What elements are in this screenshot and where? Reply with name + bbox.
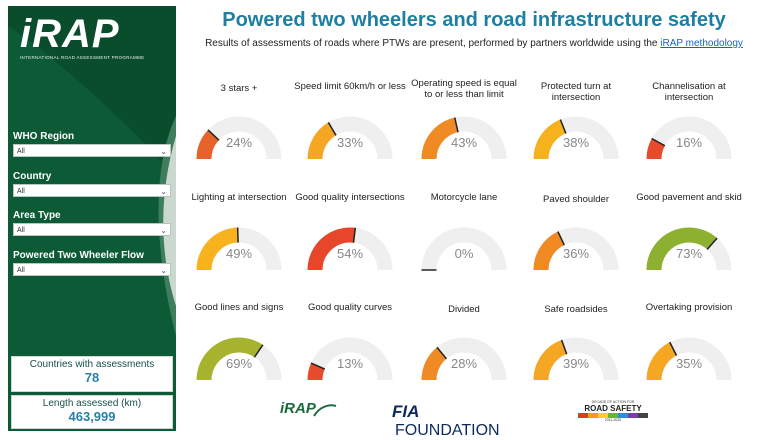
footer-irap-logo-text: iRAP [280, 400, 316, 417]
gauge-label: Good quality curves [294, 302, 406, 313]
subtitle-text: Results of assessments of roads where PT… [205, 38, 657, 49]
select-value: All [17, 267, 25, 274]
gauge-value: 35% [633, 356, 745, 371]
gauge-value: 0% [408, 246, 520, 261]
gauge-card: Protected turn at intersection 38% [520, 75, 632, 187]
country-select[interactable]: All ⌄ [13, 184, 171, 197]
filter-country: Country All ⌄ [13, 170, 171, 197]
irap-logo-subtitle: INTERNATIONAL ROAD ASSESSMENT PROGRAMME [20, 55, 144, 60]
kpi-countries-card: Countries with assessments 78 [11, 356, 173, 392]
gauge-label: Good quality intersections [294, 192, 406, 203]
gauge-card: 3 stars + 24% [183, 75, 295, 187]
gauge-card: Channelisation at intersection 16% [633, 75, 745, 187]
irap-logo: iRAP INTERNATIONAL ROAD ASSESSMENT PROGR… [20, 14, 144, 60]
gauge-card: Paved shoulder 36% [520, 186, 632, 298]
gauge-card: Good quality curves 13% [294, 296, 406, 408]
gauge-card: Good lines and signs 69% [183, 296, 295, 408]
gauge-value: 49% [183, 246, 295, 261]
decade-main-text: ROAD SAFETY [578, 404, 648, 413]
fia-foundation-text: FOUNDATION [395, 422, 500, 439]
gauge-value: 13% [294, 356, 406, 371]
gauge-value: 54% [294, 246, 406, 261]
gauge-label: 3 stars + [183, 83, 295, 94]
gauge-card: Motorcycle lane 0% [408, 186, 520, 298]
gauge-label: Overtaking provision [633, 302, 745, 313]
gauge-label: Divided [408, 304, 520, 315]
gauge-value: 16% [633, 135, 745, 150]
kpi-value: 78 [12, 370, 172, 385]
gauge-label: Protected turn at intersection [520, 81, 632, 103]
gauge-label: Channelisation at intersection [633, 81, 745, 103]
footer-irap-logo: iRAP [280, 400, 340, 424]
gauge-value: 39% [520, 356, 632, 371]
gauge-label: Speed limit 60km/h or less [294, 81, 406, 92]
gauge-label: Operating speed is equal to or less than… [408, 78, 520, 100]
gauge-card: Operating speed is equal to or less than… [408, 75, 520, 187]
who-region-select[interactable]: All ⌄ [13, 144, 171, 157]
filter-sidebar: iRAP INTERNATIONAL ROAD ASSESSMENT PROGR… [8, 6, 176, 431]
filter-ptw-flow: Powered Two Wheeler Flow All ⌄ [13, 249, 171, 276]
gauge-card: Overtaking provision 35% [633, 296, 745, 408]
area-type-select[interactable]: All ⌄ [13, 223, 171, 236]
filter-label: Area Type [13, 209, 171, 223]
fia-mark: FIA [392, 402, 419, 421]
gauge-card: Safe roadsides 39% [520, 296, 632, 408]
select-value: All [17, 148, 25, 155]
irap-logo-text: iRAP [20, 14, 144, 54]
gauge-card: Speed limit 60km/h or less 33% [294, 75, 406, 187]
gauge-value: 38% [520, 135, 632, 150]
page-title: Powered two wheelers and road infrastruc… [180, 9, 768, 32]
chevron-down-icon: ⌄ [160, 145, 167, 158]
filter-label: WHO Region [13, 130, 171, 144]
ptw-flow-select[interactable]: All ⌄ [13, 263, 171, 276]
gauge-label: Paved shoulder [520, 194, 632, 205]
gauge-value: 43% [408, 135, 520, 150]
gauge-label: Good lines and signs [183, 302, 295, 313]
gauge-card: Good pavement and skid 73% [633, 186, 745, 298]
filter-label: Country [13, 170, 171, 184]
footer-fia-foundation-logo: FIA FOUNDATION [392, 402, 527, 424]
gauge-label: Lighting at intersection [183, 192, 295, 203]
chevron-down-icon: ⌄ [160, 224, 167, 237]
gauge-card: Divided 28% [408, 296, 520, 408]
gauge-value: 69% [183, 356, 295, 371]
page-subtitle: Results of assessments of roads where PT… [180, 38, 768, 49]
chevron-down-icon: ⌄ [160, 264, 167, 277]
gauge-value: 24% [183, 135, 295, 150]
filter-who-region: WHO Region All ⌄ [13, 130, 171, 157]
kpi-label: Countries with assessments [12, 359, 172, 370]
gauge-label: Motorcycle lane [408, 192, 520, 203]
irap-swoosh-icon [312, 402, 338, 418]
gauge-label: Safe roadsides [520, 304, 632, 315]
chevron-down-icon: ⌄ [160, 185, 167, 198]
filter-label: Powered Two Wheeler Flow [13, 249, 171, 263]
gauge-value: 36% [520, 246, 632, 261]
gauge-label: Good pavement and skid [633, 192, 745, 203]
select-value: All [17, 188, 25, 195]
kpi-value: 463,999 [12, 409, 172, 424]
gauge-value: 73% [633, 246, 745, 261]
kpi-label: Length assessed (km) [12, 398, 172, 409]
gauge-card: Good quality intersections 54% [294, 186, 406, 298]
gauge-value: 33% [294, 135, 406, 150]
select-value: All [17, 227, 25, 234]
gauge-card: Lighting at intersection 49% [183, 186, 295, 298]
gauge-value: 28% [408, 356, 520, 371]
footer-decade-road-safety-logo: DECADE OF ACTION FOR ROAD SAFETY 2011-20… [578, 400, 648, 430]
decade-years-text: 2011-2020 [578, 418, 648, 422]
irap-methodology-link[interactable]: iRAP methodology [660, 38, 743, 49]
kpi-length-card: Length assessed (km) 463,999 [11, 395, 173, 429]
filter-area-type: Area Type All ⌄ [13, 209, 171, 236]
